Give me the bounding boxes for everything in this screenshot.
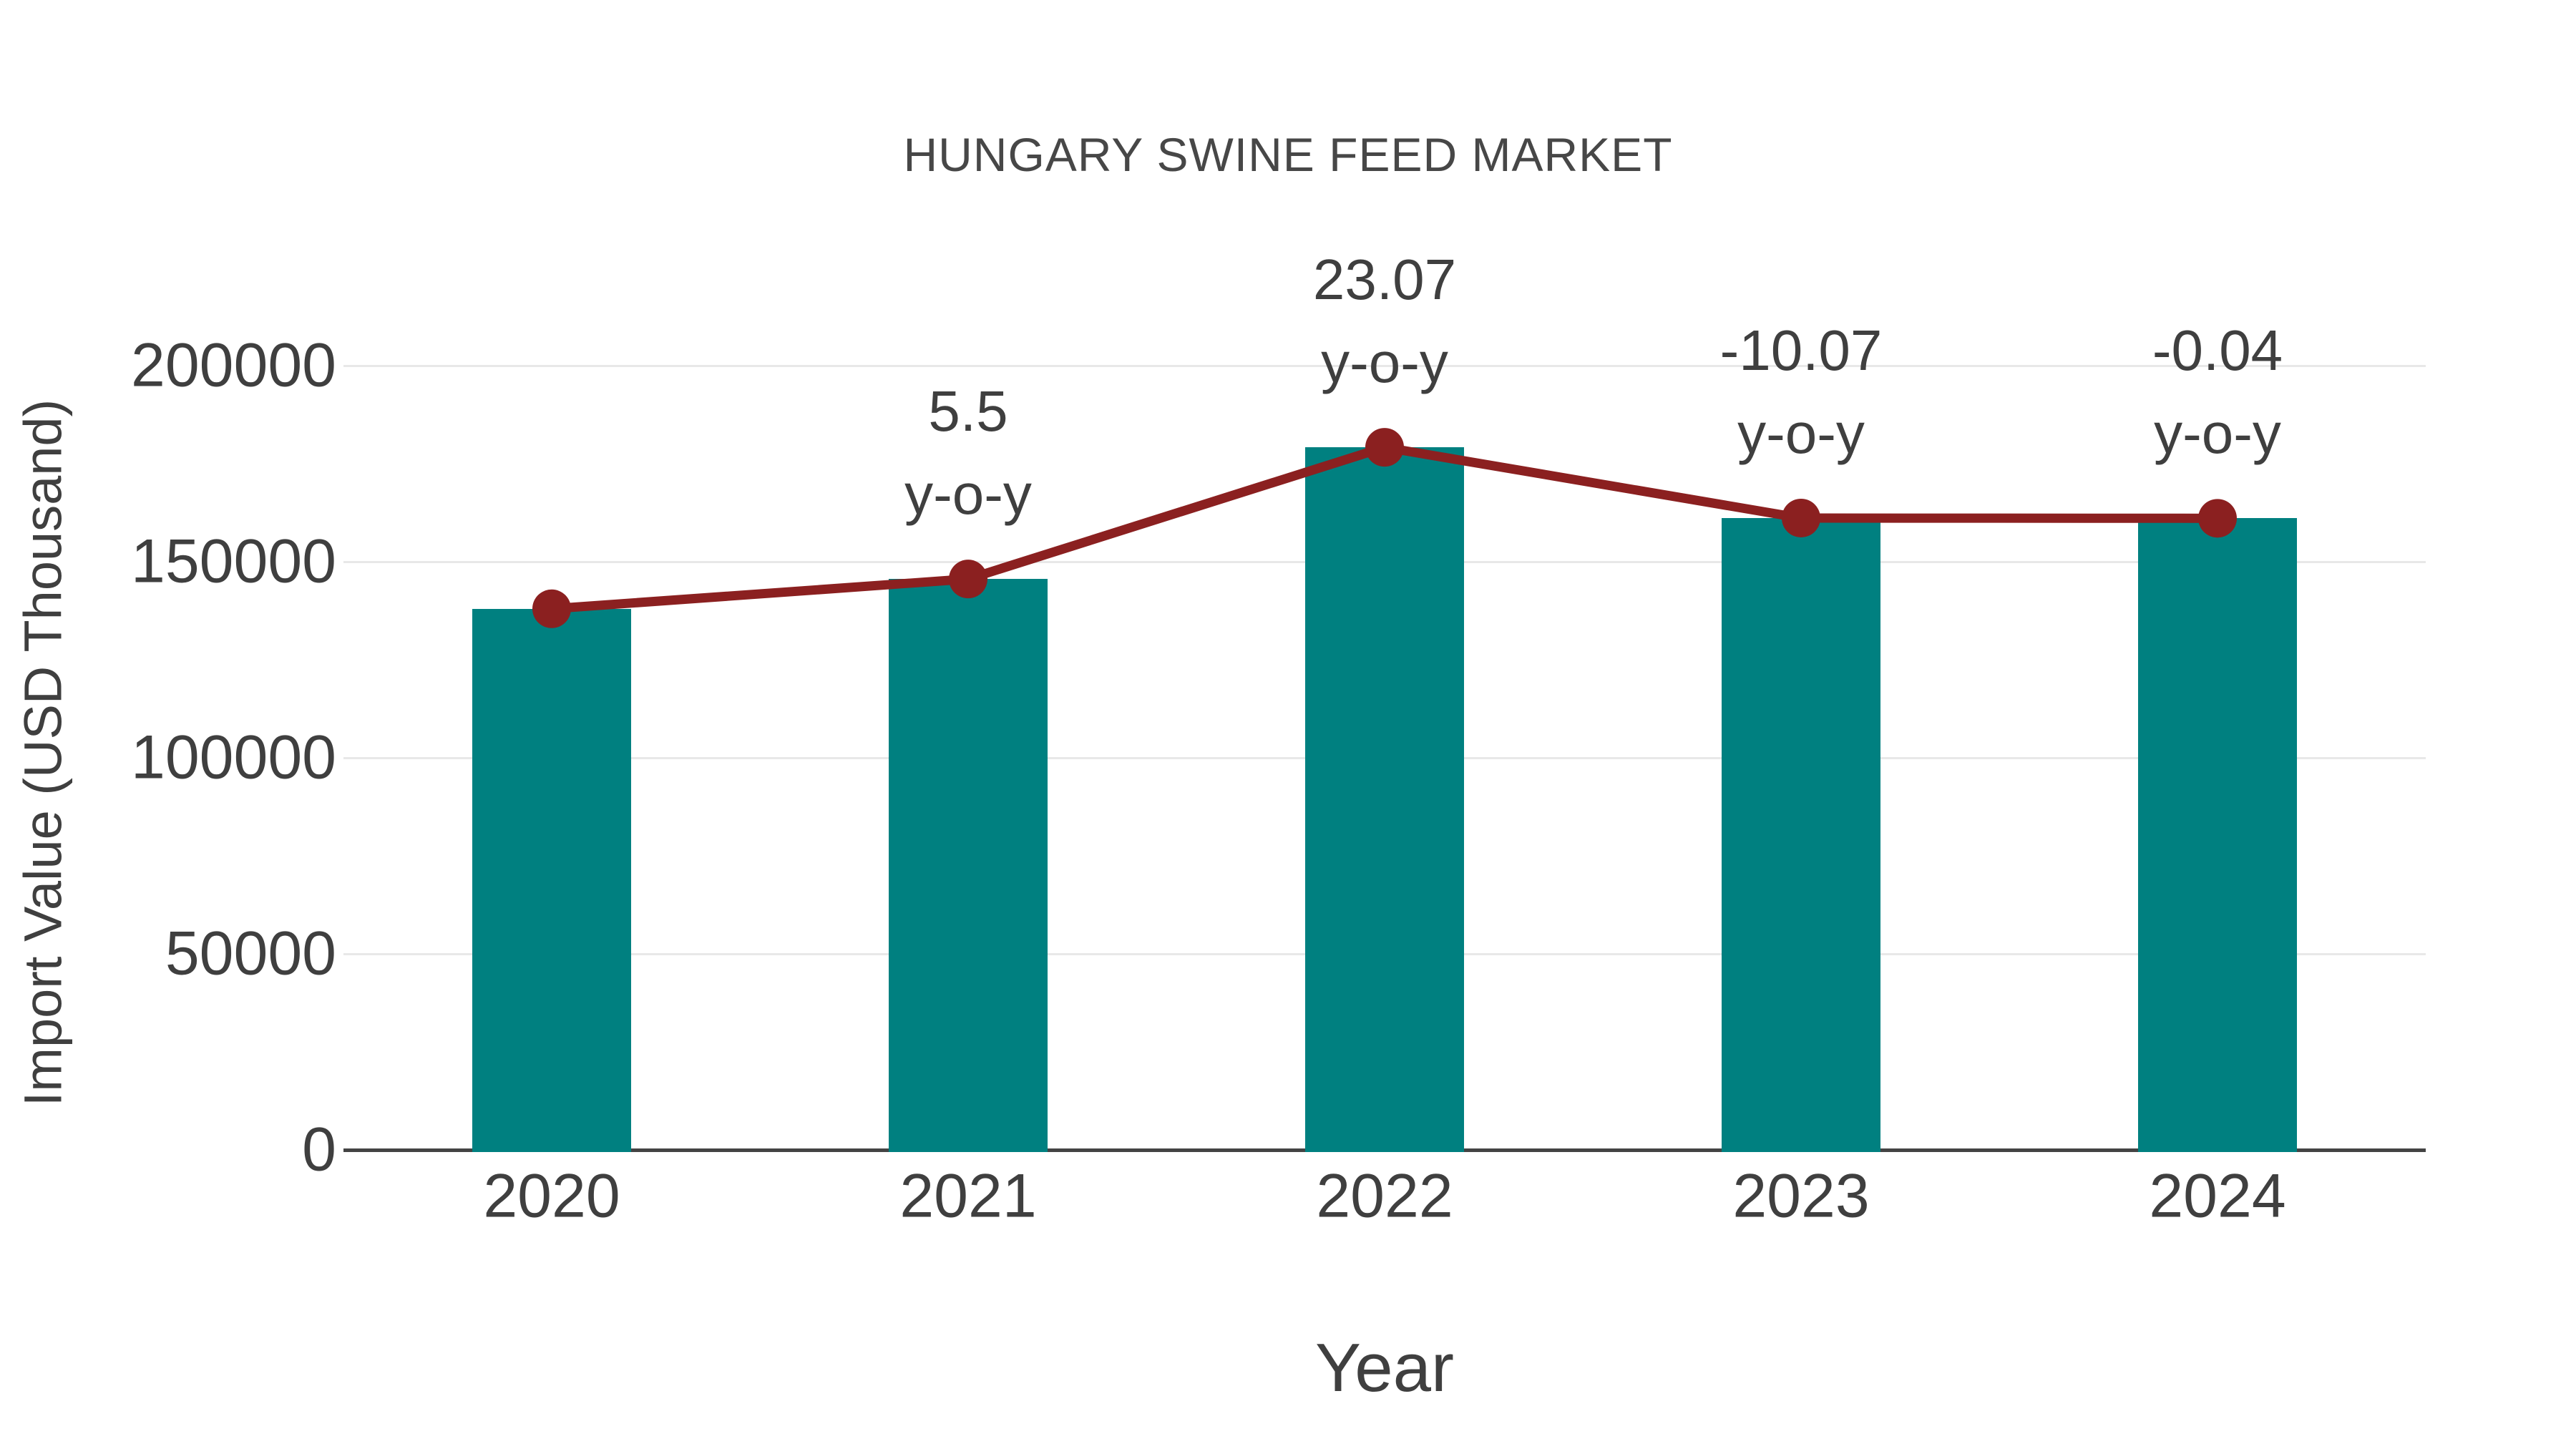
annotation-yoy-label: y-o-y xyxy=(2154,401,2281,466)
gridline xyxy=(343,364,2426,367)
x-tick-label: 2021 xyxy=(899,1161,1037,1231)
x-axis-title: Year xyxy=(1315,1330,1454,1406)
annotation-value: -0.04 xyxy=(2152,318,2283,383)
bar xyxy=(1305,447,1464,1152)
y-tick-label: 150000 xyxy=(131,527,336,596)
x-tick-label: 2020 xyxy=(483,1161,620,1231)
trend-marker xyxy=(1365,428,1404,467)
trend-marker xyxy=(532,589,571,628)
annotation-value: 5.5 xyxy=(928,379,1008,444)
y-tick-label: 200000 xyxy=(131,331,336,400)
trend-line xyxy=(551,442,2218,614)
trend-marker xyxy=(949,560,987,599)
x-tick-label: 2022 xyxy=(1316,1161,1453,1231)
bar xyxy=(1722,517,1880,1152)
annotation-value: -10.07 xyxy=(1719,318,1883,382)
x-tick-label: 2024 xyxy=(2149,1161,2286,1231)
y-tick-label: 0 xyxy=(302,1115,336,1184)
trend-marker xyxy=(1782,498,1820,537)
y-tick-label: 50000 xyxy=(165,919,336,988)
bar xyxy=(2138,518,2297,1152)
x-tick-label: 2023 xyxy=(1732,1161,1870,1231)
trend-marker xyxy=(2198,499,2237,538)
y-tick-label: 100000 xyxy=(131,723,336,792)
bar xyxy=(889,579,1048,1152)
annotation-yoy-label: y-o-y xyxy=(904,462,1032,527)
chart-title: HUNGARY SWINE FEED MARKET xyxy=(903,128,1673,181)
annotation-value: 23.07 xyxy=(1312,248,1457,312)
bar xyxy=(472,608,631,1152)
annotation-yoy-label: y-o-y xyxy=(1321,331,1448,395)
annotation-yoy-label: y-o-y xyxy=(1737,401,1865,465)
